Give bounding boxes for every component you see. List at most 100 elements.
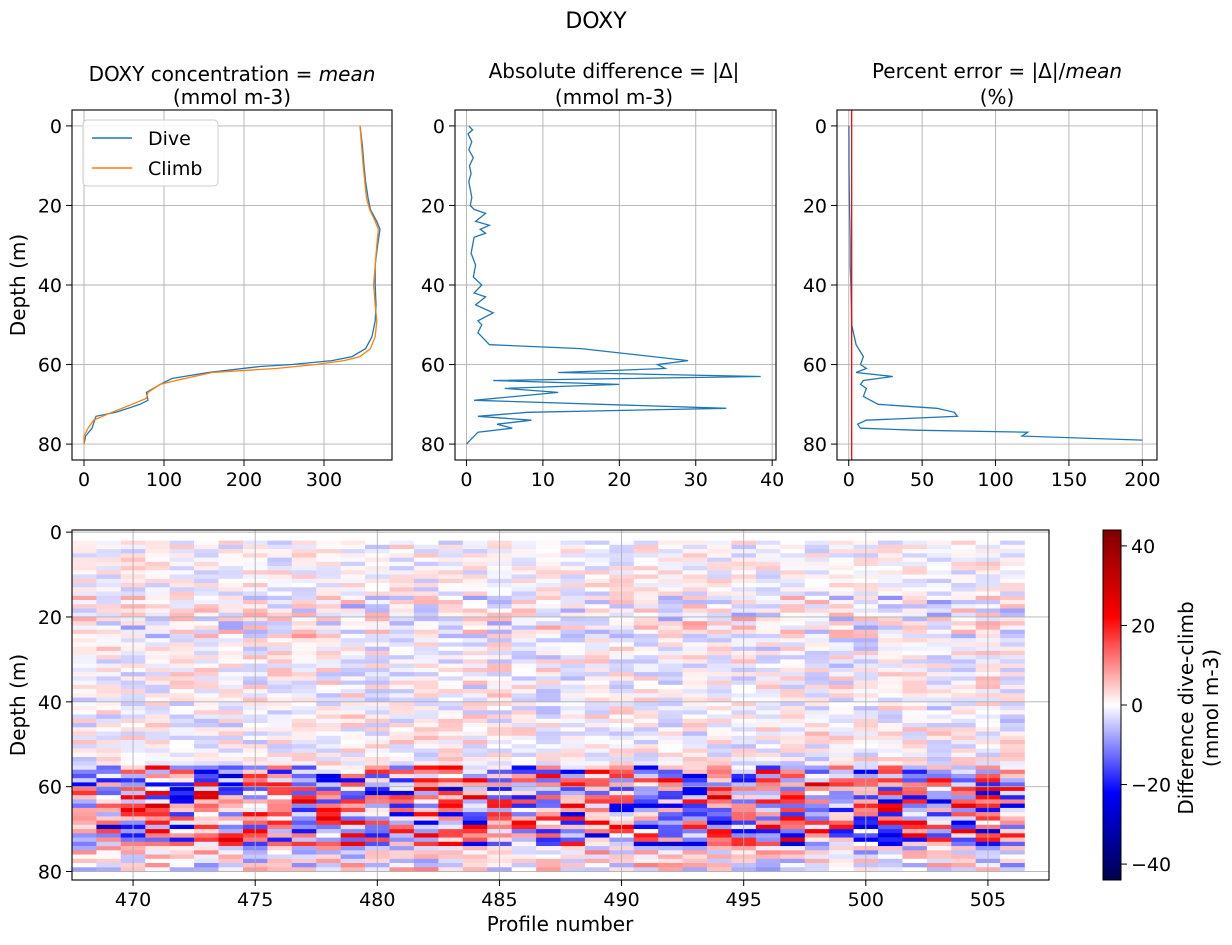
heatmap-cell [438, 697, 464, 703]
heatmap-cell [682, 574, 708, 579]
heatmap-cell [878, 854, 903, 859]
heatmap-cell [584, 820, 610, 826]
heatmap-cell [511, 600, 537, 605]
heatmap-cell [438, 829, 464, 834]
heatmap-cell [267, 553, 293, 558]
heatmap-cell [780, 697, 805, 703]
heatmap-cell [536, 829, 561, 834]
heatmap-cell [267, 850, 293, 855]
heatmap-cell [560, 646, 586, 652]
heatmap-cell [145, 617, 170, 622]
heatmap-cell [902, 621, 928, 626]
heatmap-cell [316, 693, 341, 698]
heatmap-cell [194, 633, 219, 639]
heatmap-cell [536, 625, 561, 630]
heatmap-cell [511, 757, 537, 762]
heatmap-cell [1000, 625, 1025, 630]
heatmap-cell [829, 731, 854, 736]
heatmap-cell [682, 829, 708, 834]
heatmap-cell [96, 795, 122, 800]
heatmap-cell [145, 757, 170, 762]
heatmap-cell [169, 816, 195, 821]
heatmap-cell [511, 578, 537, 584]
heatmap-cell [169, 574, 195, 579]
heatmap-cell [145, 659, 170, 664]
heatmap-cell [804, 684, 830, 690]
heatmap-cell [438, 744, 464, 749]
heatmap-cell [536, 824, 561, 830]
heatmap-cell [780, 544, 805, 550]
heatmap-cell [389, 621, 415, 626]
heatmap-cell [633, 553, 659, 558]
heatmap-cell [194, 829, 219, 834]
heatmap-cell [511, 693, 537, 698]
heatmap-cell [413, 867, 439, 872]
heatmap-cell [413, 795, 439, 800]
heatmap-cell [682, 578, 708, 584]
heatmap-cell [829, 557, 854, 563]
heatmap-cell [169, 718, 195, 724]
heatmap-cell [584, 629, 610, 635]
heatmap-xtick-label-3: 485 [481, 889, 517, 911]
heatmap-cell [389, 769, 415, 775]
heatmap-cell [804, 752, 830, 758]
heatmap-cell [511, 663, 537, 669]
heatmap-cell [633, 867, 659, 872]
heatmap-cell [780, 761, 805, 766]
heatmap-cell [511, 629, 537, 635]
heatmap-cell [316, 727, 341, 732]
heatmap-cell [413, 744, 439, 749]
heatmap-cell [926, 570, 952, 575]
heatmap-cell [560, 778, 586, 783]
heatmap-cell [96, 608, 122, 613]
heatmap-cell [267, 867, 293, 872]
heatmap-cell [72, 578, 97, 584]
heatmap-cell [340, 735, 366, 741]
heatmap-cell [340, 583, 366, 588]
heatmap-cell [267, 799, 293, 804]
heatmap-cell [438, 655, 464, 660]
heatmap-cell [951, 625, 976, 630]
heatmap-cell [389, 595, 415, 601]
heatmap-cell [951, 646, 976, 652]
heatmap-cell [1000, 655, 1025, 660]
heatmap-cell [926, 676, 952, 681]
heatmap-cell [96, 655, 122, 660]
heatmap-cell [96, 583, 122, 588]
heatmap-cell [96, 574, 122, 579]
heatmap-cell [633, 689, 659, 694]
heatmap-cell [389, 693, 415, 698]
heatmap-cell [682, 812, 708, 817]
heatmap-cell [462, 693, 488, 698]
heatmap-cell [462, 591, 488, 596]
heatmap-cell [878, 625, 903, 630]
heatmap-cell [438, 765, 464, 770]
heatmap-cell [169, 697, 195, 703]
heatmap-cell [878, 689, 903, 694]
heatmap-cell [633, 680, 659, 686]
heatmap-cell [389, 850, 415, 855]
heatmap-cell [462, 714, 488, 719]
heatmap-cell [780, 583, 805, 588]
heatmap-cell [755, 608, 781, 613]
heatmap-cell [316, 680, 341, 686]
heatmap-cell [682, 642, 708, 647]
heatmap-cell [804, 650, 830, 656]
heatmap-cell [707, 803, 732, 809]
heatmap-cell [584, 646, 610, 652]
heatmap-cell [682, 638, 708, 643]
heatmap-cell [682, 684, 708, 690]
heatmap-cell [218, 782, 244, 787]
heatmap-cell [878, 765, 903, 770]
heatmap-cell [169, 693, 195, 698]
heatmap-cell [707, 557, 732, 563]
heatmap-cell [584, 850, 610, 855]
heatmap-cell [72, 799, 97, 804]
heatmap-cell [707, 765, 732, 770]
heatmap-cell [1000, 617, 1025, 622]
heatmap-cell [169, 850, 195, 855]
heatmap-cell [145, 540, 170, 546]
heatmap-cell [218, 617, 244, 622]
heatmap-cell [560, 655, 586, 660]
